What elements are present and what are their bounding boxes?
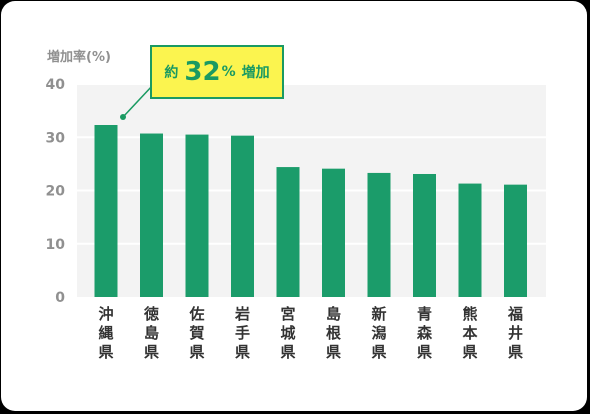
bar [367, 172, 391, 297]
x-tick-label: 福井県 [507, 305, 523, 361]
x-tick-label: 熊本県 [462, 305, 477, 361]
bar [231, 135, 254, 297]
y-axis-label: 増加率(%) [47, 49, 111, 65]
callout-dot [120, 114, 126, 121]
bar [140, 133, 163, 297]
x-tick-label: 青森県 [417, 305, 433, 361]
callout-suffix: 増加 [241, 65, 270, 81]
y-tick-label: 10 [46, 237, 66, 253]
x-tick-label: 佐賀県 [188, 305, 204, 361]
callout-unit: % [221, 64, 236, 80]
y-tick-label: 40 [46, 77, 66, 93]
x-tick-label: 沖縄県 [98, 305, 113, 361]
callout-box: 約 32 % 増加 [150, 45, 284, 99]
callout-prefix: 約 [164, 65, 179, 81]
bar [413, 173, 436, 297]
callout-leader [122, 84, 154, 118]
x-tick-label: 新潟県 [371, 305, 386, 361]
bar [504, 184, 527, 297]
bar [185, 134, 209, 297]
x-tick-label: 岩手県 [234, 305, 250, 361]
y-tick-label: 30 [46, 130, 66, 146]
y-tick-label: 20 [46, 184, 66, 200]
callout-value: 32 [184, 57, 221, 87]
bar [458, 183, 482, 297]
bar [276, 167, 300, 297]
bar [322, 168, 345, 297]
x-tick-label: 宮城県 [280, 305, 295, 361]
y-tick-label: 0 [55, 290, 65, 306]
bar [94, 125, 118, 297]
x-tick-label: 島根県 [326, 305, 341, 361]
x-tick-label: 徳島県 [143, 305, 159, 361]
